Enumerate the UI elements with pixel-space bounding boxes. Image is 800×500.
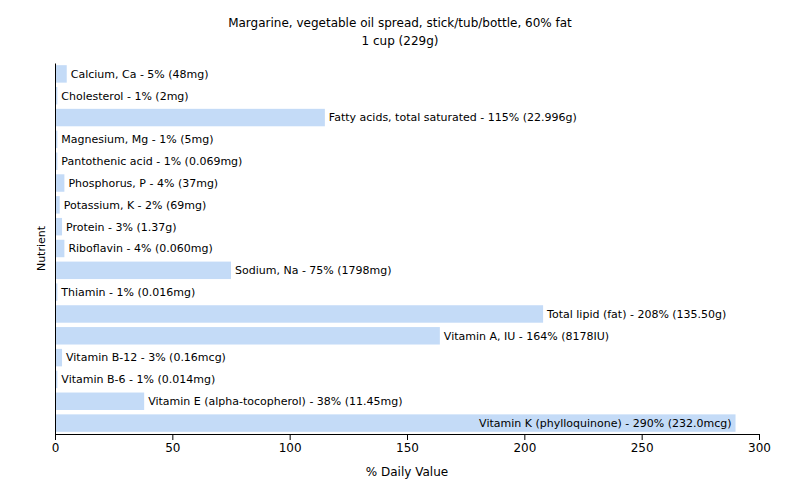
x-tick: 150 bbox=[396, 434, 419, 455]
x-tick-label: 0 bbox=[52, 441, 60, 455]
bar bbox=[55, 240, 64, 257]
bar bbox=[55, 393, 144, 410]
x-tick-mark bbox=[172, 434, 173, 440]
category-label: Fatty acids, total saturated - 115% (22.… bbox=[329, 111, 577, 124]
x-tick-mark bbox=[759, 434, 760, 440]
y-axis-title: Nutrient bbox=[35, 225, 48, 271]
bars bbox=[55, 65, 736, 432]
x-tick-mark bbox=[55, 434, 56, 440]
bar bbox=[55, 349, 62, 366]
bar bbox=[55, 305, 543, 322]
category-label: Vitamin B-6 - 1% (0.014mg) bbox=[61, 373, 215, 386]
bar bbox=[55, 414, 736, 431]
x-tick-label: 100 bbox=[279, 441, 302, 455]
x-tick-mark bbox=[407, 434, 408, 440]
x-tick-label: 50 bbox=[165, 441, 180, 455]
bar bbox=[55, 65, 67, 82]
category-label: Riboflavin - 4% (0.060mg) bbox=[68, 242, 212, 255]
category-label: Total lipid (fat) - 208% (135.50g) bbox=[546, 308, 726, 321]
x-tick: 50 bbox=[165, 434, 180, 455]
x-tick-label: 150 bbox=[396, 441, 419, 455]
x-axis: 0 50 100 150 200 250 300 bbox=[52, 434, 771, 455]
bar bbox=[55, 109, 325, 126]
category-label: Pantothenic acid - 1% (0.069mg) bbox=[61, 155, 242, 168]
category-label: Thiamin - 1% (0.016mg) bbox=[60, 286, 195, 299]
x-tick: 300 bbox=[748, 434, 771, 455]
category-label: Phosphorus, P - 4% (37mg) bbox=[68, 177, 218, 190]
x-axis-title: % Daily Value bbox=[366, 465, 448, 479]
y-axis bbox=[55, 64, 56, 435]
category-label: Sodium, Na - 75% (1798mg) bbox=[235, 264, 392, 277]
x-tick-label: 250 bbox=[631, 441, 654, 455]
category-label: Magnesium, Mg - 1% (5mg) bbox=[61, 133, 213, 146]
chart: Calcium, Ca - 5% (48mg) Cholesterol - 1% … bbox=[0, 0, 800, 500]
category-label: Vitamin A, IU - 164% (8178IU) bbox=[444, 330, 609, 343]
x-tick-mark bbox=[642, 434, 643, 440]
x-tick: 0 bbox=[52, 434, 60, 455]
bar bbox=[55, 327, 440, 344]
bar bbox=[55, 218, 62, 235]
x-tick: 200 bbox=[513, 434, 536, 455]
bar-labels: Calcium, Ca - 5% (48mg) Cholesterol - 1% … bbox=[60, 68, 731, 430]
category-label: Vitamin E (alpha-tocopherol) - 38% (11.4… bbox=[148, 395, 402, 408]
plot: Calcium, Ca - 5% (48mg) Cholesterol - 1% … bbox=[52, 64, 771, 455]
x-tick-mark bbox=[524, 434, 525, 440]
category-label: Vitamin K (phylloquinone) - 290% (232.0m… bbox=[479, 417, 731, 430]
category-label: Calcium, Ca - 5% (48mg) bbox=[71, 68, 209, 81]
y-axis-line bbox=[55, 64, 56, 435]
x-tick: 250 bbox=[631, 434, 654, 455]
category-label: Protein - 3% (1.37g) bbox=[66, 221, 177, 234]
bar bbox=[55, 174, 64, 191]
x-tick-label: 300 bbox=[748, 441, 771, 455]
bar bbox=[55, 262, 231, 279]
category-label: Vitamin B-12 - 3% (0.16mcg) bbox=[66, 351, 226, 364]
title: Margarine, vegetable oil spread, stick/t… bbox=[228, 16, 572, 30]
subtitle: 1 cup (229g) bbox=[362, 34, 439, 48]
x-tick: 100 bbox=[279, 434, 302, 455]
category-label: Potassium, K - 2% (69mg) bbox=[64, 199, 207, 212]
category-label: Cholesterol - 1% (2mg) bbox=[61, 90, 188, 103]
x-tick-mark bbox=[290, 434, 291, 440]
x-tick-label: 200 bbox=[513, 441, 536, 455]
